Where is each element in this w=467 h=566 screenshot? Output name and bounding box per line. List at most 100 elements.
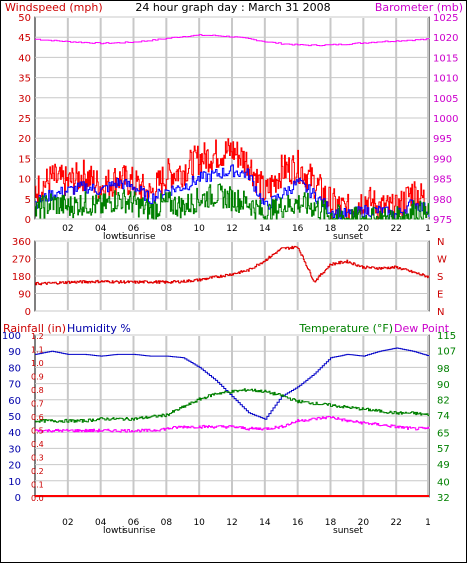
humidity-tick-label: 100: [2, 331, 21, 342]
humidity-tick-label: 20: [8, 461, 21, 472]
x-tick-label: 06: [128, 224, 140, 234]
page-title: 24 hour graph day : March 31 2008: [135, 1, 330, 14]
rain-tick-label: 0.4: [31, 440, 44, 449]
y-tick-label: 30: [18, 94, 31, 105]
y2-tick-label: 985: [433, 175, 452, 186]
humidity-tick-label: 30: [8, 444, 21, 455]
dir-tick-label: 0: [25, 307, 31, 318]
y2-tick-label: 990: [433, 154, 452, 165]
dir-tick-label: 180: [12, 272, 31, 283]
barometer-label: Barometer (mb): [375, 1, 463, 14]
y-tick-label: 25: [18, 114, 31, 125]
y-tick-label: 15: [18, 154, 31, 165]
humidity-tick-label: 70: [8, 380, 21, 391]
humidity-tick-label: 60: [8, 396, 21, 407]
barometer-line: [35, 34, 430, 47]
x-tick-label: 08: [161, 518, 173, 528]
x-tick-label: 12: [226, 224, 237, 234]
temp-tick-label: 115: [437, 331, 456, 342]
temp-tick-label: 49: [437, 460, 450, 471]
y2-tick-label: 980: [433, 195, 452, 206]
x-tick-label: 20: [358, 518, 370, 528]
x-tick-label: 02: [62, 518, 73, 528]
dir-tick-label: 270: [12, 255, 31, 266]
rainfall-label: Rainfall (in): [3, 322, 66, 335]
temp-tick-label: 65: [437, 429, 450, 440]
y-tick-label: 0: [25, 215, 31, 226]
x-tick-label: 12: [226, 518, 237, 528]
rain-tick-label: 0.6: [31, 413, 44, 422]
x-tick-label: 22: [390, 224, 401, 234]
rain-tick-label: 0.8: [31, 386, 44, 395]
x-tick-label: 1: [425, 224, 431, 234]
y2-tick-label: 1000: [433, 114, 458, 125]
temp-tick-label: 107: [437, 347, 456, 358]
compass-label: N: [437, 307, 444, 318]
y2-tick-label: 1015: [433, 53, 458, 64]
event-label-lowtide: lowti: [103, 526, 124, 536]
humidity-label: Humidity %: [67, 322, 131, 335]
humidity-line: [35, 347, 430, 420]
x-tick-label: 04: [95, 518, 107, 528]
rain-tick-label: 0.2: [31, 467, 44, 476]
x-tick-label: 20: [358, 224, 370, 234]
y2-tick-label: 1025: [433, 13, 458, 24]
temp-tick-label: 40: [437, 477, 450, 488]
y2-tick-label: 975: [433, 215, 452, 226]
rain-tick-label: 0.9: [31, 373, 44, 382]
x-tick-label: 04: [95, 224, 107, 234]
humidity-tick-label: 50: [8, 412, 21, 423]
y2-tick-label: 1010: [433, 74, 458, 85]
y2-tick-label: 995: [433, 134, 452, 145]
humidity-tick-label: 10: [8, 477, 21, 488]
dir-tick-label: 360: [12, 237, 31, 248]
x-tick-label: 18: [325, 518, 337, 528]
x-tick-label: 22: [390, 518, 401, 528]
temperature-label: Temperature (°F): [298, 322, 393, 335]
x-tick-label: 02: [62, 224, 73, 234]
compass-label: N: [437, 237, 444, 248]
temp-tick-label: 90: [437, 380, 450, 391]
y-tick-label: 35: [18, 74, 31, 85]
dir-tick-label: 90: [18, 290, 31, 301]
x-tick-label: 18: [325, 224, 337, 234]
temp-tick-label: 57: [437, 444, 450, 455]
humidity-tick-label: 40: [8, 428, 21, 439]
rain-tick-label: 0.0: [31, 494, 44, 503]
humidity-tick-label: 0: [15, 493, 21, 504]
humidity-tick-label: 90: [8, 347, 21, 358]
event-label-sunset: sunset: [333, 232, 363, 242]
windspeed-label: Windspeed (mph): [5, 1, 103, 14]
y2-tick-label: 1005: [433, 94, 458, 105]
x-tick-label: 10: [193, 518, 205, 528]
y-tick-label: 40: [18, 53, 31, 64]
rain-tick-label: 0.3: [31, 454, 44, 463]
y-tick-label: 50: [18, 13, 31, 24]
y-tick-label: 45: [18, 33, 31, 44]
rain-tick-label: 1.1: [31, 346, 44, 355]
x-tick-label: 08: [161, 224, 173, 234]
temp-tick-label: 32: [437, 493, 450, 504]
event-label-sunset: sunset: [333, 526, 363, 536]
dewpoint-label: Dew Point: [394, 322, 450, 335]
temp-tick-label: 82: [437, 395, 450, 406]
compass-label: W: [437, 255, 447, 266]
x-tick-label: 16: [292, 518, 304, 528]
rain-tick-label: 0.5: [31, 427, 44, 436]
x-tick-label: 06: [128, 518, 140, 528]
event-label-sunrise: sunrise: [123, 526, 156, 536]
x-tick-label: 10: [193, 224, 205, 234]
y-tick-label: 20: [18, 134, 31, 145]
wind-low-line: [35, 183, 430, 220]
compass-label: S: [437, 272, 443, 283]
compass-label: E: [437, 290, 443, 301]
x-tick-label: 14: [259, 224, 271, 234]
dewpoint-line: [35, 415, 430, 433]
rain-tick-label: 0.7: [31, 400, 44, 409]
humidity-tick-label: 80: [8, 363, 21, 374]
y-tick-label: 10: [18, 175, 31, 186]
temp-tick-label: 98: [437, 364, 450, 375]
temp-tick-label: 74: [437, 411, 450, 422]
